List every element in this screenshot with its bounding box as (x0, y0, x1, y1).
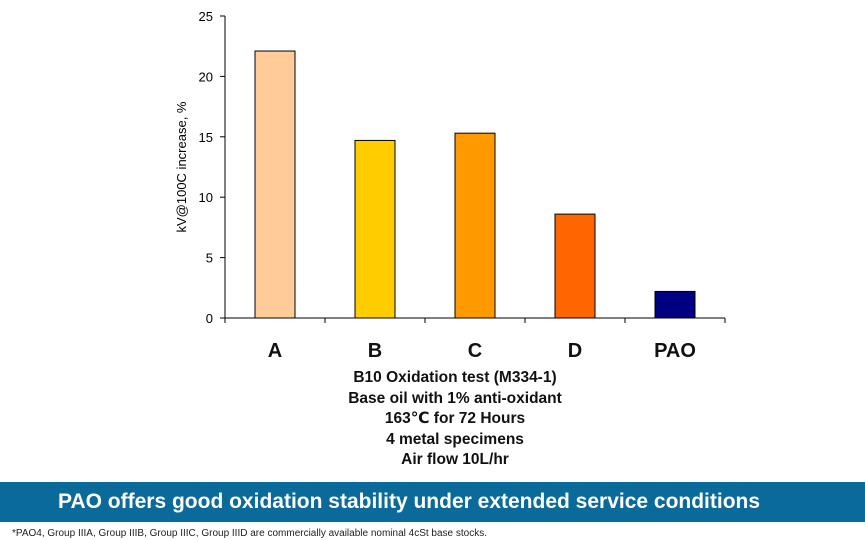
bar-chart: 0 5 10 15 20 25 A B C D PAO kV@100C increase, % (174, 9, 726, 362)
y-tick-label: 0 (206, 311, 213, 326)
bar-d (554, 213, 596, 319)
y-tick-label: 5 (206, 251, 213, 266)
x-category-label: PAO (654, 340, 696, 362)
x-category-label: C (468, 340, 482, 362)
caption-line: Air flow 10L/hr (401, 451, 509, 468)
x-category-label: A (268, 340, 282, 362)
y-tick-label: 20 (199, 69, 213, 84)
x-category-label: B (368, 340, 382, 362)
bar-b (354, 139, 396, 319)
y-axis: 0 5 10 15 20 25 (199, 9, 226, 326)
footnote: *PAO4, Group IIIA, Group IIIB, Group III… (12, 528, 488, 539)
bar-c (454, 132, 496, 319)
caption-line: 163℃ for 72 Hours (384, 410, 526, 427)
caption-line: B10 Oxidation test (M334-1) (353, 369, 557, 386)
caption-line: 4 metal specimens (386, 430, 524, 448)
bar-pao (654, 290, 696, 319)
x-category-label: D (568, 340, 582, 362)
y-tick-label: 10 (199, 190, 213, 205)
bars (254, 50, 696, 319)
bar-a (254, 50, 296, 319)
y-axis-title: kV@100C increase, % (174, 101, 189, 232)
y-tick-label: 15 (199, 130, 213, 145)
caption-line: Base oil with 1% anti-oxidant (348, 389, 562, 407)
y-tick-label: 25 (199, 9, 213, 24)
x-axis: A B C D PAO (224, 317, 726, 362)
chart-caption: B10 Oxidation test (M334-1) Base oil wit… (255, 368, 655, 471)
conclusion-banner: PAO offers good oxidation stability unde… (0, 482, 865, 522)
